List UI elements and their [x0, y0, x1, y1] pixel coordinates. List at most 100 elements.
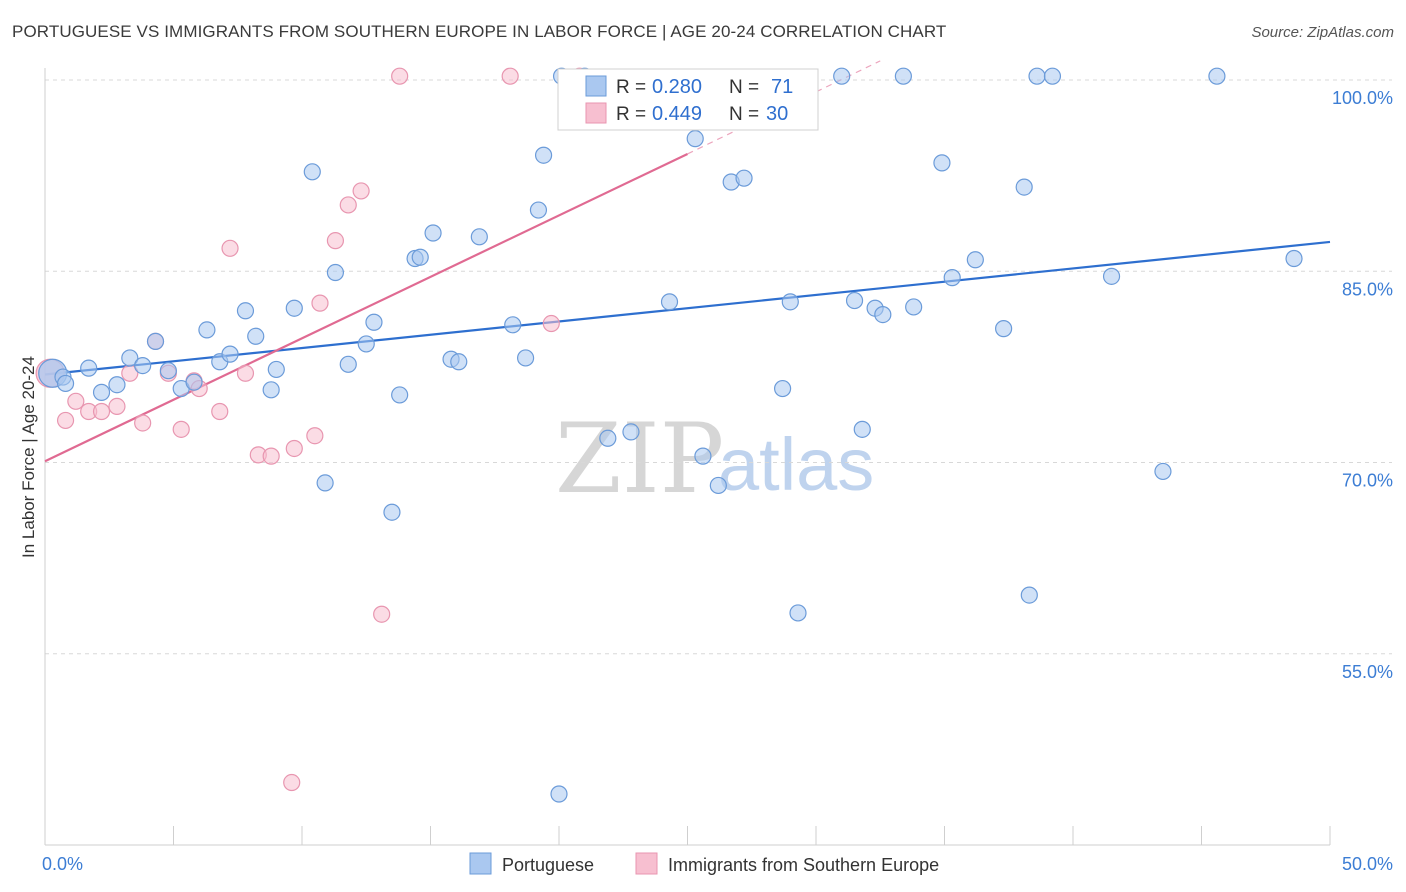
y-tick-labels: 55.0% 70.0% 85.0% 100.0% — [1332, 88, 1393, 682]
legend-r-value-2: 0.449 — [652, 103, 702, 125]
data-point-portuguese — [247, 327, 265, 345]
trend-line-immigrants — [44, 152, 688, 463]
data-point-portuguese — [285, 299, 303, 317]
data-point-portuguese — [1102, 267, 1121, 285]
data-point-immigrants — [56, 411, 75, 430]
data-point-portuguese — [781, 293, 799, 311]
watermark: ZIP atlas — [555, 403, 874, 515]
legend-swatch-blue — [585, 75, 607, 97]
data-point-portuguese — [391, 386, 409, 404]
data-point-immigrants — [92, 402, 111, 421]
data-point-portuguese — [339, 355, 357, 373]
data-point-portuguese — [365, 313, 383, 331]
y-tick-label: 55.0% — [1342, 662, 1393, 682]
source-credit: Source: ZipAtlas.com — [1251, 24, 1394, 41]
data-point-portuguese — [424, 224, 442, 242]
data-point-portuguese — [694, 447, 712, 465]
data-point-portuguese — [516, 349, 535, 367]
series-portuguese-points — [38, 67, 1303, 803]
y-tick-label: 85.0% — [1342, 279, 1393, 299]
data-point-immigrants — [542, 314, 560, 333]
legend-swatch-pink — [585, 102, 607, 124]
data-point-portuguese — [966, 251, 984, 269]
data-point-portuguese — [853, 420, 871, 438]
data-point-portuguese — [236, 302, 255, 320]
data-point-portuguese — [833, 67, 851, 85]
data-point-portuguese — [874, 306, 892, 324]
data-point-portuguese — [845, 291, 864, 310]
data-point-portuguese — [185, 373, 203, 391]
data-point-portuguese — [686, 130, 704, 148]
data-point-portuguese — [1043, 67, 1062, 85]
data-point-portuguese — [622, 423, 640, 441]
data-point-portuguese — [1015, 178, 1033, 196]
data-point-portuguese — [905, 298, 923, 316]
data-point-portuguese — [303, 163, 321, 181]
data-point-portuguese — [450, 353, 468, 371]
legend-n-value-1: 71 — [771, 76, 793, 98]
bottom-legend-label-portuguese: Portuguese — [502, 855, 594, 875]
data-point-immigrants — [326, 232, 345, 250]
data-point-immigrants — [236, 364, 255, 382]
data-point-portuguese — [134, 357, 152, 375]
data-point-portuguese — [383, 503, 401, 521]
data-point-portuguese — [995, 320, 1013, 338]
legend-box: R = 0.280 N = 71 R = 0.449 N = 30 — [557, 68, 819, 131]
data-point-immigrants — [67, 392, 85, 410]
data-point-portuguese — [550, 785, 568, 803]
data-point-portuguese — [943, 269, 961, 287]
data-point-immigrants — [306, 427, 324, 445]
data-point-portuguese — [221, 345, 239, 363]
data-point-immigrants — [501, 67, 519, 85]
trend-line-portuguese — [44, 240, 1331, 376]
data-point-portuguese — [709, 476, 727, 495]
data-point-portuguese — [789, 604, 807, 622]
y-axis-title: In Labor Force | Age 20-24 — [19, 356, 38, 558]
data-point-immigrants — [108, 397, 126, 415]
data-point-portuguese — [108, 376, 126, 394]
data-point-immigrants — [221, 239, 239, 257]
x-tick-label-min: 0.0% — [42, 854, 83, 874]
data-point-portuguese — [735, 169, 753, 187]
data-point-portuguese — [1028, 67, 1046, 85]
data-point-portuguese — [534, 146, 553, 164]
data-point-portuguese — [357, 335, 375, 353]
data-point-portuguese — [599, 429, 617, 447]
bottom-legend: Portuguese Immigrants from Southern Euro… — [469, 852, 939, 875]
data-point-immigrants — [262, 447, 280, 465]
data-point-portuguese — [773, 379, 792, 398]
data-point-portuguese — [198, 321, 216, 339]
legend-r-value-1: 0.280 — [652, 76, 702, 98]
data-point-portuguese — [121, 349, 139, 367]
data-point-portuguese — [1285, 249, 1303, 268]
data-point-portuguese — [146, 332, 165, 350]
data-point-portuguese — [504, 316, 522, 334]
x-tick-label-max: 50.0% — [1342, 854, 1393, 874]
data-point-portuguese — [159, 362, 177, 380]
data-point-immigrants — [211, 402, 229, 421]
data-point-portuguese — [933, 154, 951, 172]
legend-r-label-2: R = — [616, 104, 646, 125]
data-point-portuguese — [1208, 67, 1226, 85]
data-point-immigrants — [339, 196, 357, 214]
data-point-portuguese — [470, 228, 488, 246]
data-point-portuguese — [411, 248, 429, 266]
data-point-portuguese — [660, 293, 679, 311]
x-ticks — [44, 826, 1331, 845]
data-point-portuguese — [894, 67, 912, 85]
data-point-immigrants — [311, 294, 329, 312]
data-point-portuguese — [1154, 462, 1172, 481]
data-point-portuguese — [80, 359, 98, 377]
bottom-legend-swatch-portuguese — [469, 852, 492, 875]
legend-r-label-1: R = — [616, 77, 646, 98]
data-point-immigrants — [283, 773, 301, 792]
bottom-legend-swatch-immigrants — [635, 852, 658, 875]
data-point-portuguese — [262, 381, 280, 399]
chart-title: PORTUGUESE VS IMMIGRANTS FROM SOUTHERN E… — [12, 22, 947, 41]
data-point-portuguese — [316, 474, 334, 492]
y-tick-label: 100.0% — [1332, 88, 1393, 108]
data-point-immigrants — [373, 605, 391, 623]
data-point-portuguese — [267, 360, 285, 379]
data-point-portuguese — [529, 201, 548, 219]
